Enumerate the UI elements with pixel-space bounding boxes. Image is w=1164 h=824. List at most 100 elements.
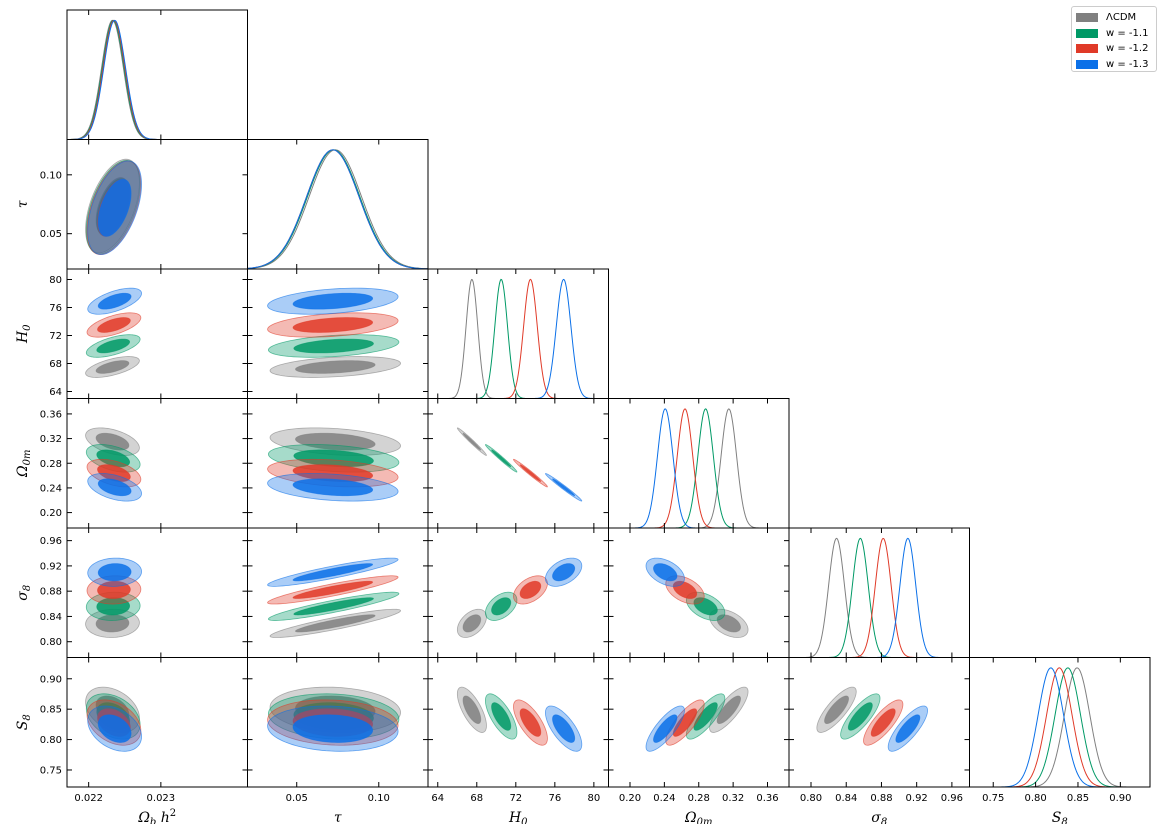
contour-68-cdm-4-2 xyxy=(462,614,482,633)
panel-0-0 xyxy=(66,9,248,140)
y-tick-label: 0.92 xyxy=(40,561,62,572)
marginal-line-cdm-5 xyxy=(969,667,1150,787)
contour-68-w-1-2-2-1 xyxy=(292,317,374,333)
marginal-line-w-1-1-1 xyxy=(247,149,428,269)
contour-68-w-1-1-4-3 xyxy=(693,597,718,616)
panel-1-1 xyxy=(247,139,429,270)
contour-68-w-1-1-5-2 xyxy=(491,702,512,731)
contour-68-cdm-4-3 xyxy=(716,614,741,633)
legend-label-lcdm: ΛCDM xyxy=(1106,12,1137,24)
y-axis-label: S8​ xyxy=(15,714,33,730)
y-tick-label: 0.32 xyxy=(40,434,62,445)
panel-frame-4-4 xyxy=(788,527,970,658)
marginal-line-cdm-4 xyxy=(789,537,970,658)
x-axis-label: S8​ xyxy=(1052,810,1068,824)
contour-68-w-1-2-4-2 xyxy=(519,580,542,599)
x-tick-label: 0.85 xyxy=(1067,793,1089,804)
panel-body-5-3 xyxy=(645,686,749,752)
legend-item-w-1-2: w = -1.2 xyxy=(1076,41,1152,57)
panel-body-3-1 xyxy=(267,427,401,502)
marginal-line-w-1-2-3 xyxy=(608,408,789,528)
contour-68-w-1-2-4-1 xyxy=(292,580,374,599)
panel-body-4-3 xyxy=(645,557,749,638)
contour-68-w-1-1-5-3 xyxy=(693,702,718,731)
contour-68-w-1-2-2-0 xyxy=(97,317,131,333)
y-tick-label: 0.88 xyxy=(40,587,62,598)
x-tick-label: 0.80 xyxy=(800,793,822,804)
panel-4-4 xyxy=(788,527,970,658)
panel-body-0-0 xyxy=(67,19,248,140)
panel-frame-2-2 xyxy=(427,268,609,399)
legend-item-w-1-3: w = -1.3 xyxy=(1076,57,1152,73)
contour-68-w-1-3-1-0 xyxy=(97,178,132,237)
legend-label-w-1-2: w = -1.2 xyxy=(1106,43,1149,55)
marginal-line-w-1-2-2 xyxy=(428,278,609,399)
panel-2-2 xyxy=(427,268,609,399)
x-tick-label: 0.32 xyxy=(722,793,744,804)
contour-68-w-1-3-5-0 xyxy=(97,714,132,743)
panel-frame-5-5 xyxy=(969,657,1151,788)
x-tick-label: 80 xyxy=(587,793,600,804)
panel-body-5-4 xyxy=(816,686,928,752)
y-tick-label: 0.24 xyxy=(40,483,62,494)
x-tick-label: 72 xyxy=(509,793,522,804)
y-tick-label: 0.80 xyxy=(40,637,62,648)
x-tick-label: 0.80 xyxy=(1024,793,1046,804)
contour-68-w-1-1-3-2 xyxy=(491,449,512,468)
y-tick-label: 0.85 xyxy=(40,705,62,716)
panel-body-5-1 xyxy=(267,686,401,752)
marginal-line-w-1-2-1 xyxy=(247,149,428,269)
x-tick-label: 76 xyxy=(548,793,561,804)
panel-body-4-0 xyxy=(85,557,142,638)
panel-body-3-0 xyxy=(85,427,142,502)
x-tick-label: 0.84 xyxy=(835,793,857,804)
contour-68-cdm-2-0 xyxy=(95,360,130,374)
y-axis-label: H0​ xyxy=(15,324,33,344)
contour-68-w-1-3-2-0 xyxy=(97,292,132,310)
contour-68-cdm-3-1 xyxy=(295,432,376,451)
panel-body-2-0 xyxy=(85,287,142,378)
contour-68-cdm-4-0 xyxy=(95,614,130,633)
panel-frame-3-3 xyxy=(608,398,790,529)
panel-body-4-4 xyxy=(789,537,970,658)
y-tick-label: 0.36 xyxy=(40,409,62,420)
contour-68-cdm-4-1 xyxy=(295,614,376,633)
contour-68-w-1-3-3-1 xyxy=(292,478,374,497)
contour-68-w-1-1-5-4 xyxy=(847,702,873,731)
y-tick-label: 0.84 xyxy=(40,612,62,623)
contour-68-cdm-2-1 xyxy=(295,360,376,374)
y-tick-label: 0.10 xyxy=(40,170,62,181)
contour-68-cdm-5-3 xyxy=(716,695,741,725)
contour-68-w-1-1-2-0 xyxy=(96,338,131,354)
contour-68-w-1-2-5-2 xyxy=(519,708,542,737)
panel-4-1 xyxy=(247,527,429,658)
marginal-line-w-1-3-0 xyxy=(67,19,248,140)
legend-item-lcdm: ΛCDM xyxy=(1076,10,1152,26)
x-tick-label: 0.28 xyxy=(688,793,710,804)
marginal-line-cdm-1 xyxy=(247,149,428,269)
panel-4-2 xyxy=(427,527,609,658)
legend-item-w-1-1: w = -1.1 xyxy=(1076,26,1152,42)
contour-68-w-1-3-2-1 xyxy=(292,292,374,310)
panel-4-0 xyxy=(66,527,248,658)
y-tick-label: 0.20 xyxy=(40,508,62,519)
panel-body-1-0 xyxy=(85,158,142,256)
contour-68-cdm-5-2 xyxy=(462,695,482,725)
panel-body-3-2 xyxy=(456,427,583,502)
contour-68-w-1-2-3-2 xyxy=(519,464,542,482)
x-axis-label: Ω0m​ xyxy=(684,810,712,824)
y-tick-label: 80 xyxy=(49,275,62,286)
x-tick-label: 0.24 xyxy=(653,793,675,804)
y-tick-label: 0.28 xyxy=(40,459,62,470)
marginal-line-cdm-3 xyxy=(608,408,789,528)
y-tick-label: 0.05 xyxy=(40,229,62,240)
contour-68-cdm-5-4 xyxy=(824,695,849,725)
contour-68-w-1-1-3-1 xyxy=(293,449,374,468)
x-tick-label: 0.023 xyxy=(147,793,176,804)
panel-5-1 xyxy=(247,657,429,788)
x-axis-label: H0​ xyxy=(508,810,528,824)
panel-3-2 xyxy=(427,398,609,529)
y-axis-label: τ xyxy=(15,200,31,208)
panel-1-0 xyxy=(66,139,248,270)
panel-3-1 xyxy=(247,398,429,529)
